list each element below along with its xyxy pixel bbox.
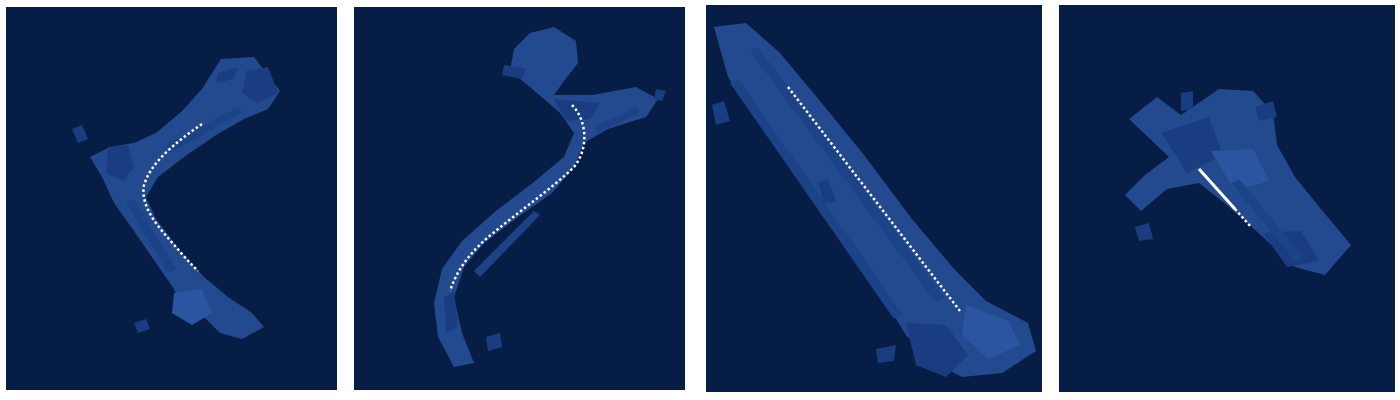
panel-1-drivable-area: [72, 57, 280, 339]
panel-2-drivable-area: [434, 27, 666, 367]
panel-4-trajectory-dotted: [1234, 208, 1252, 228]
panel-3-trajectory: [787, 86, 961, 312]
map-panel-1-svg: [6, 7, 337, 390]
map-panel-3: [706, 5, 1042, 392]
map-panel-3-svg: [706, 5, 1042, 392]
panel-1-background: [6, 7, 337, 390]
panel-4-drivable-area: [1125, 89, 1351, 275]
map-panel-2: [354, 7, 685, 390]
panel-1-trajectory: [142, 122, 203, 272]
map-panel-1: [6, 7, 337, 390]
map-panel-4-svg: [1059, 5, 1395, 392]
panel-4-trajectory-solid: [1197, 167, 1237, 211]
map-panel-2-svg: [354, 7, 685, 390]
map-panel-4: [1059, 5, 1395, 392]
panel-3-drivable-area: [712, 23, 1036, 377]
panel-2-trajectory: [448, 104, 586, 292]
